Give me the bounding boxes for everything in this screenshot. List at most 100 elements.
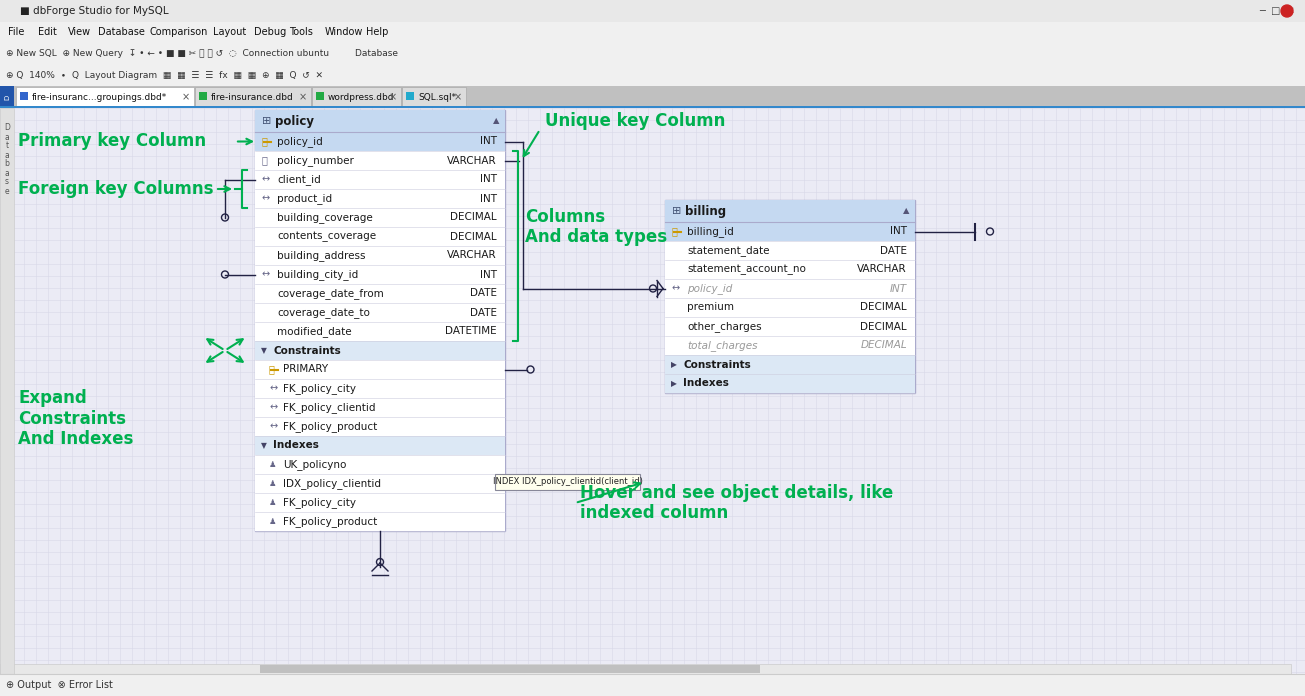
- Text: ▶: ▶: [671, 360, 677, 369]
- Bar: [666, 222, 915, 241]
- Text: DATE: DATE: [880, 246, 907, 255]
- Text: IDX_policy_clientid: IDX_policy_clientid: [283, 478, 381, 489]
- Text: ↔: ↔: [262, 269, 270, 280]
- Text: Hover and see object details, like
indexed column: Hover and see object details, like index…: [579, 484, 893, 523]
- Text: ×: ×: [299, 92, 307, 102]
- Bar: [254, 208, 505, 227]
- Text: ▲: ▲: [492, 116, 499, 125]
- Bar: [254, 110, 505, 531]
- Text: building_coverage: building_coverage: [277, 212, 373, 223]
- Text: INT: INT: [890, 283, 907, 294]
- Text: Unique key Column: Unique key Column: [545, 113, 726, 131]
- Text: ⬦: ⬦: [269, 365, 275, 374]
- Text: Indexes: Indexes: [683, 379, 729, 388]
- Bar: [666, 260, 915, 279]
- Bar: [254, 110, 505, 132]
- Bar: [0, 22, 1305, 42]
- Bar: [254, 493, 505, 512]
- Text: coverage_date_to: coverage_date_to: [277, 307, 369, 318]
- Text: ▼: ▼: [261, 441, 268, 450]
- Text: b: b: [4, 159, 9, 168]
- Text: Expand
Constraints
And Indexes: Expand Constraints And Indexes: [18, 388, 133, 448]
- Bar: [0, 0, 1305, 22]
- Text: Database: Database: [98, 27, 145, 37]
- Bar: [254, 417, 505, 436]
- Text: a: a: [5, 168, 9, 177]
- Text: ×: ×: [181, 92, 191, 102]
- Text: Tools: Tools: [290, 27, 313, 37]
- Text: s: s: [5, 177, 9, 187]
- Text: statement_date: statement_date: [686, 245, 770, 256]
- Bar: [16, 87, 194, 107]
- Bar: [402, 87, 466, 107]
- Text: ▶: ▶: [671, 379, 677, 388]
- Text: e: e: [5, 187, 9, 196]
- Text: total_charges: total_charges: [686, 340, 757, 351]
- Bar: [666, 355, 915, 374]
- Text: wordpress.dbd: wordpress.dbd: [328, 93, 394, 102]
- Text: a: a: [5, 132, 9, 141]
- Bar: [495, 474, 639, 490]
- Text: premium: premium: [686, 303, 733, 313]
- Text: INT: INT: [480, 175, 497, 184]
- Text: ↔: ↔: [269, 422, 277, 432]
- Text: DECIMAL: DECIMAL: [860, 303, 907, 313]
- Bar: [0, 86, 1305, 108]
- Text: ─  □  ✕: ─ □ ✕: [1259, 6, 1295, 16]
- Bar: [666, 200, 915, 393]
- Text: product_id: product_id: [277, 193, 333, 204]
- Text: View: View: [68, 27, 91, 37]
- Bar: [254, 246, 505, 265]
- Text: Edit: Edit: [38, 27, 57, 37]
- Bar: [666, 241, 915, 260]
- Text: DECIMAL: DECIMAL: [450, 232, 497, 242]
- Text: ⊕ Q  140%  ∙  Q  Layout Diagram  ▦  ▦  ☰  ☰  fx  ▦  ▦  ⊕  ▦  Q  ↺  ✕: ⊕ Q 140% ∙ Q Layout Diagram ▦ ▦ ☰ ☰ fx ▦…: [7, 70, 324, 79]
- Bar: [666, 374, 915, 393]
- Text: DATETIME: DATETIME: [445, 326, 497, 336]
- Text: VARCHAR: VARCHAR: [448, 155, 497, 166]
- Text: FK_policy_city: FK_policy_city: [283, 497, 356, 508]
- Text: ↔: ↔: [269, 402, 277, 413]
- Text: ♟: ♟: [269, 460, 277, 469]
- Bar: [0, 108, 14, 674]
- Text: building_address: building_address: [277, 250, 365, 261]
- Bar: [666, 200, 915, 222]
- Text: DATE: DATE: [470, 289, 497, 299]
- Text: ■ dbForge Studio for MySQL: ■ dbForge Studio for MySQL: [20, 6, 168, 16]
- Bar: [254, 322, 505, 341]
- Text: t: t: [5, 141, 9, 150]
- Bar: [198, 92, 207, 100]
- Bar: [666, 317, 915, 336]
- Text: ♟: ♟: [269, 498, 277, 507]
- Bar: [254, 379, 505, 398]
- Bar: [254, 398, 505, 417]
- Text: ↔: ↔: [262, 175, 270, 184]
- Bar: [254, 303, 505, 322]
- Bar: [254, 132, 505, 151]
- Text: ♟: ♟: [269, 517, 277, 526]
- Text: Help: Help: [365, 27, 389, 37]
- Bar: [0, 106, 1305, 108]
- Text: VARCHAR: VARCHAR: [448, 251, 497, 260]
- Text: statement_account_no: statement_account_no: [686, 264, 806, 275]
- Text: ⊞: ⊞: [262, 116, 271, 126]
- Text: policy_id: policy_id: [686, 283, 732, 294]
- Text: a: a: [5, 150, 9, 159]
- Text: DATE: DATE: [470, 308, 497, 317]
- Text: Layout: Layout: [213, 27, 247, 37]
- Text: fire-insuranc...groupings.dbd*: fire-insuranc...groupings.dbd*: [33, 93, 167, 102]
- Bar: [194, 87, 311, 107]
- Text: DECIMAL: DECIMAL: [860, 322, 907, 331]
- Text: Constraints: Constraints: [273, 345, 341, 356]
- Text: DECIMAL: DECIMAL: [450, 212, 497, 223]
- Text: INT: INT: [480, 269, 497, 280]
- Bar: [254, 455, 505, 474]
- Text: ▲: ▲: [903, 207, 910, 216]
- Text: ↔: ↔: [269, 383, 277, 393]
- Bar: [0, 86, 14, 108]
- Bar: [254, 341, 505, 360]
- Text: INT: INT: [890, 226, 907, 237]
- Bar: [666, 336, 915, 355]
- Bar: [406, 92, 414, 100]
- Bar: [254, 512, 505, 531]
